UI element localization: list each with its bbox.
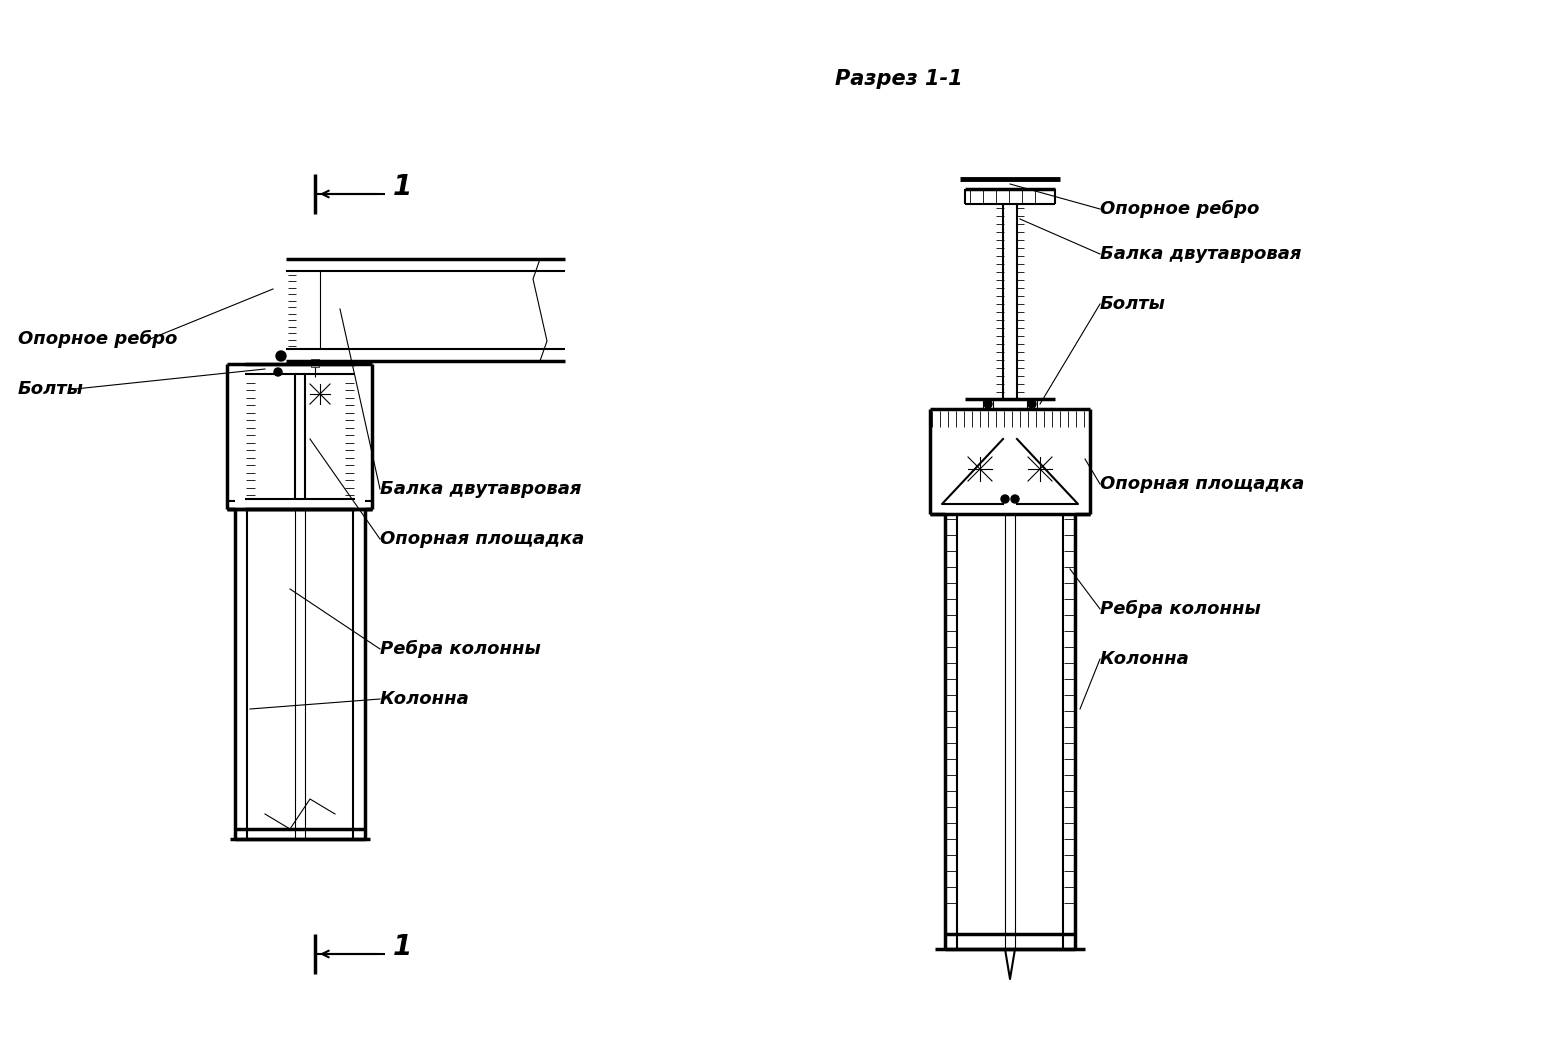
Text: Разрез 1-1: Разрез 1-1 — [835, 69, 962, 89]
Bar — [311, 359, 319, 367]
Circle shape — [276, 351, 287, 361]
Text: 1: 1 — [393, 933, 412, 961]
Text: Опорная площадка: Опорная площадка — [380, 530, 584, 548]
Text: Опорное ребро: Опорное ребро — [1100, 200, 1259, 218]
Text: Опорная площадка: Опорная площадка — [1100, 475, 1304, 493]
Text: Болты: Болты — [19, 380, 84, 398]
Text: Колонна: Колонна — [1100, 650, 1190, 668]
Text: Балка двутавровая: Балка двутавровая — [380, 480, 581, 498]
Text: Опорное ребро: Опорное ребро — [19, 330, 178, 348]
Bar — [929, 409, 1090, 427]
Text: Ребра колонны: Ребра колонны — [380, 640, 541, 658]
Circle shape — [984, 400, 991, 408]
Circle shape — [1029, 400, 1036, 408]
Circle shape — [1001, 495, 1008, 504]
Text: Болты: Болты — [1100, 295, 1166, 313]
Text: Колонна: Колонна — [380, 690, 469, 708]
Circle shape — [1011, 495, 1019, 504]
Text: 1: 1 — [393, 173, 412, 201]
Circle shape — [274, 368, 282, 376]
Text: Ребра колонны: Ребра колонны — [1100, 600, 1261, 618]
Text: Балка двутавровая: Балка двутавровая — [1100, 245, 1301, 263]
